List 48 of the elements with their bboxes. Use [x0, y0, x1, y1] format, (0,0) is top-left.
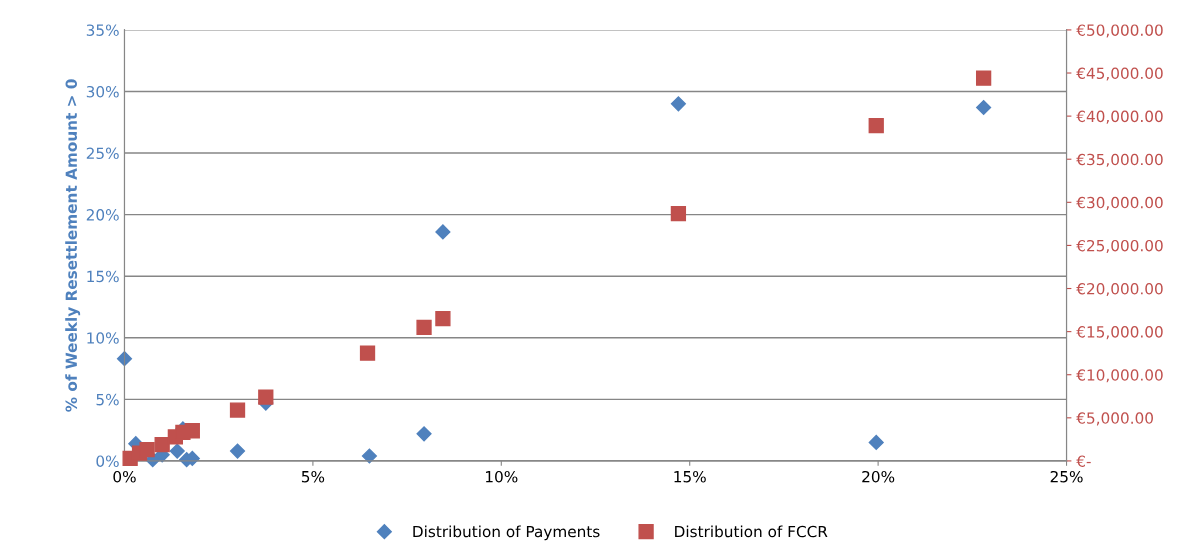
y-tick-label: 0% — [96, 455, 119, 467]
x-tick-label: 0% — [113, 470, 136, 483]
point — [670, 96, 686, 112]
y2-tick-label: €20,000.00 — [1076, 282, 1163, 297]
point — [229, 402, 246, 418]
y2-tick-label: €35,000.00 — [1076, 153, 1163, 167]
y-tick-label: 35% — [86, 24, 119, 36]
x-tick-label: 15% — [674, 470, 706, 483]
y-tick-label: 25% — [86, 147, 119, 160]
x-tick-label: 25% — [1050, 470, 1083, 483]
point — [868, 434, 884, 451]
y-axis-title: % of Weekly Resettlement Amount > 0 — [65, 79, 81, 412]
point — [229, 443, 246, 459]
point — [139, 442, 155, 458]
y-tick-label: 15% — [87, 270, 119, 283]
point — [169, 443, 185, 459]
y2-tick-label: €15,000.00 — [1076, 326, 1163, 340]
y2-tick-label: €- — [1076, 455, 1091, 467]
point — [184, 423, 200, 439]
point — [258, 389, 274, 405]
y-tick-label: 30% — [86, 85, 119, 98]
point — [975, 70, 992, 86]
y2-tick-label: €30,000.00 — [1076, 196, 1163, 210]
point — [154, 436, 170, 453]
y-tick-label: 20% — [86, 209, 119, 221]
x-tick-label: 20% — [862, 470, 895, 483]
y2-tick-label: €40,000.00 — [1076, 110, 1163, 124]
y2-tick-label: €45,000.00 — [1076, 67, 1163, 81]
point — [416, 426, 432, 442]
y2-tick-label: €5,000.00 — [1076, 412, 1153, 426]
point — [416, 319, 432, 335]
x-tick-label: 10% — [486, 470, 518, 483]
y2-tick-label: €10,000.00 — [1076, 369, 1163, 383]
point — [435, 224, 451, 240]
y-tick-label: 5% — [96, 393, 119, 406]
legend-label: Distribution of Payments — [413, 525, 600, 541]
point — [435, 311, 451, 327]
y-tick-label: 10% — [87, 332, 119, 344]
y2-tick-label: €25,000.00 — [1076, 239, 1163, 253]
legend-label: Distribution of FCCR — [675, 525, 828, 538]
x-tick-label: 5% — [301, 470, 325, 483]
point — [976, 99, 992, 116]
point — [361, 448, 377, 464]
point — [359, 345, 376, 361]
point — [868, 117, 884, 134]
point — [670, 205, 687, 222]
y2-tick-label: €50,000.00 — [1076, 24, 1163, 38]
point — [116, 351, 133, 367]
